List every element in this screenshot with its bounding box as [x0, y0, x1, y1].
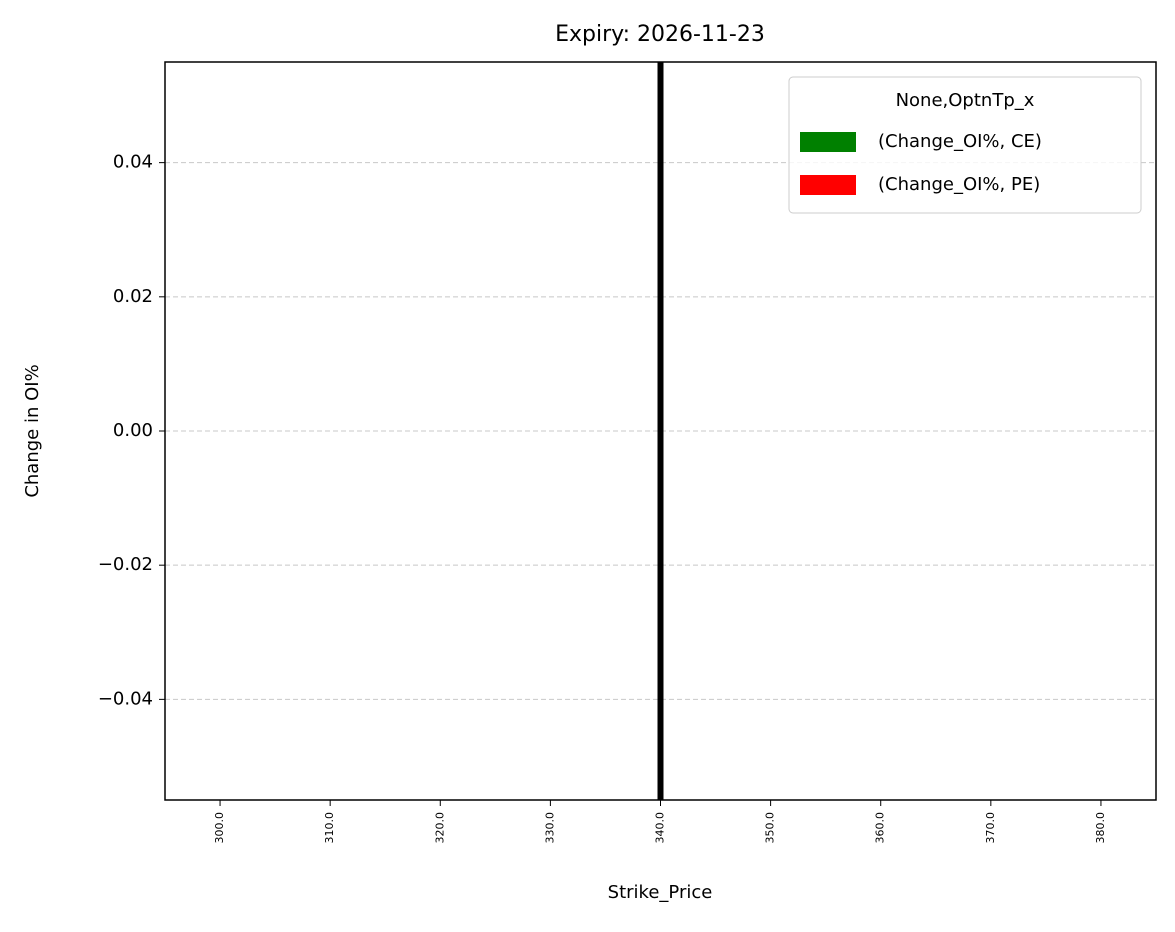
x-tick-label: 310.0 — [323, 812, 336, 844]
y-tick-label: 0.02 — [113, 286, 153, 307]
x-tick-label: 370.0 — [984, 812, 997, 844]
x-tick-label: 380.0 — [1094, 812, 1107, 844]
x-tick-label: 350.0 — [764, 812, 777, 844]
x-tick-label: 360.0 — [874, 812, 887, 844]
plot-frame — [164, 61, 1157, 801]
x-tick-label: 340.0 — [654, 812, 667, 844]
legend-swatch — [800, 175, 856, 195]
legend-title: None,OptnTp_x — [896, 90, 1035, 111]
y-axis-label: Change in OI% — [22, 364, 43, 497]
x-tick-label: 300.0 — [213, 812, 226, 844]
x-tick-label: 330.0 — [543, 812, 556, 844]
x-tick-label: 320.0 — [433, 812, 446, 844]
x-axis-label: Strike_Price — [608, 882, 713, 903]
y-tick-label: 0.00 — [113, 420, 153, 441]
y-tick-label: −0.02 — [98, 554, 153, 575]
legend-swatch — [800, 132, 856, 152]
legend-label: (Change_OI%, CE) — [878, 131, 1042, 152]
chart-title: Expiry: 2026-11-23 — [555, 22, 765, 47]
y-tick-label: −0.04 — [98, 688, 153, 709]
y-tick-label: 0.04 — [113, 152, 153, 173]
legend-label: (Change_OI%, PE) — [878, 174, 1040, 195]
legend-box — [788, 76, 1142, 214]
